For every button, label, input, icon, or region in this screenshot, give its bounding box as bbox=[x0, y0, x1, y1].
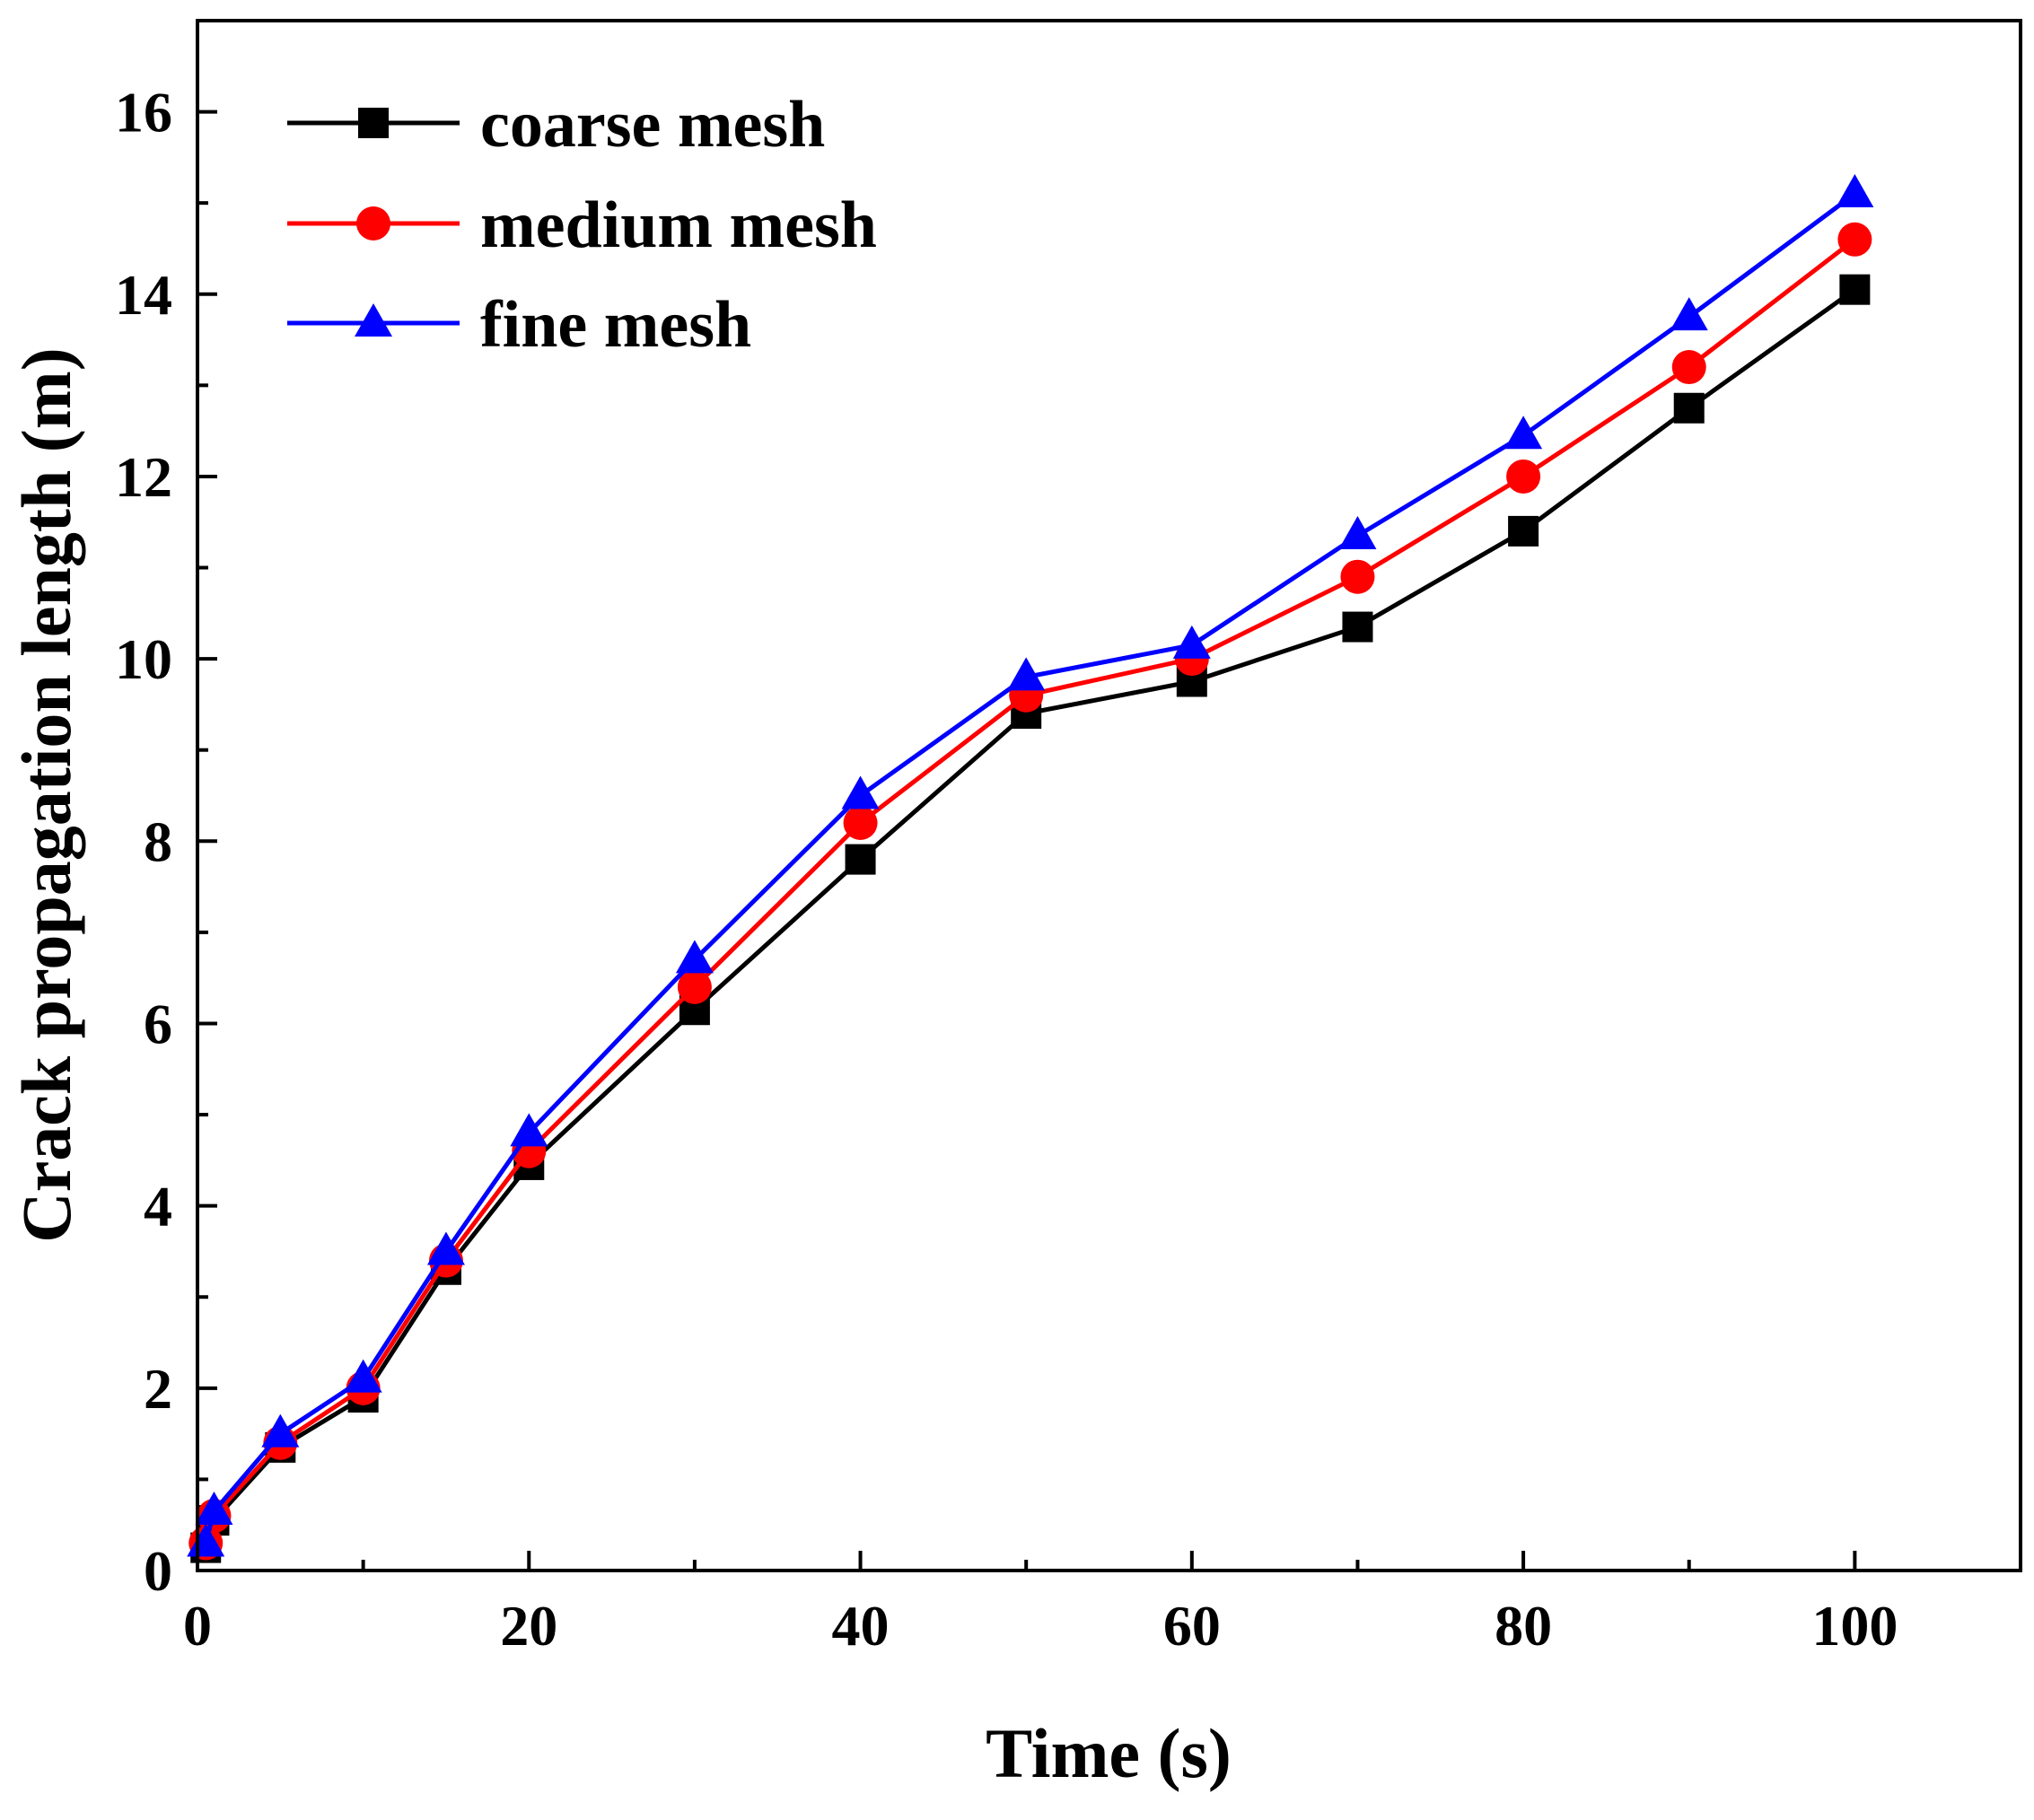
data-point-coarse-mesh bbox=[845, 844, 876, 875]
data-point-fine-mesh bbox=[510, 1113, 548, 1147]
y-tick-label: 10 bbox=[115, 627, 172, 691]
x-tick-label: 0 bbox=[183, 1594, 212, 1658]
legend-label-fine-mesh: fine mesh bbox=[480, 288, 751, 362]
data-point-medium-mesh bbox=[1506, 459, 1541, 494]
legend-marker-medium-mesh bbox=[356, 206, 390, 241]
legend-item-coarse-mesh: coarse mesh bbox=[287, 88, 825, 162]
y-tick-label: 0 bbox=[144, 1539, 172, 1603]
legend-item-medium-mesh: medium mesh bbox=[287, 188, 877, 262]
data-point-fine-mesh bbox=[1338, 515, 1377, 549]
legend: coarse mesh medium mesh fine mesh bbox=[287, 88, 877, 362]
data-point-fine-mesh bbox=[344, 1359, 382, 1393]
y-tick-label: 6 bbox=[144, 992, 172, 1055]
data-point-fine-mesh bbox=[426, 1231, 465, 1265]
series-layer bbox=[187, 174, 1874, 1563]
data-point-coarse-mesh bbox=[1673, 392, 1705, 424]
plot-frame bbox=[196, 19, 2022, 1572]
data-point-fine-mesh bbox=[1836, 174, 1874, 208]
data-point-fine-mesh bbox=[195, 1491, 233, 1525]
legend-marker-fine-mesh bbox=[355, 303, 392, 337]
data-point-fine-mesh bbox=[1172, 625, 1211, 659]
legend-marker-coarse-mesh bbox=[358, 108, 389, 138]
tick-label-layer: 0 20 40 60 80 100 0 2 4 6 8 10 12 14 16 bbox=[115, 81, 1898, 1658]
data-point-medium-mesh bbox=[843, 805, 878, 840]
data-point-coarse-mesh bbox=[1508, 515, 1539, 547]
data-point-medium-mesh bbox=[1671, 350, 1706, 385]
x-tick-label: 40 bbox=[832, 1594, 890, 1658]
y-axis-title: Crack propagation length (m) bbox=[7, 347, 85, 1242]
y-tick-label: 12 bbox=[115, 445, 172, 509]
data-point-fine-mesh bbox=[1007, 657, 1046, 691]
y-tick-label: 2 bbox=[144, 1357, 172, 1421]
data-point-fine-mesh bbox=[841, 775, 880, 809]
series-line-fine-mesh bbox=[203, 192, 1856, 1544]
legend-item-fine-mesh: fine mesh bbox=[287, 288, 751, 362]
data-point-fine-mesh bbox=[1504, 416, 1543, 450]
series-fine-mesh bbox=[187, 174, 1874, 1557]
x-tick-label: 100 bbox=[1811, 1594, 1898, 1658]
x-tick-label: 20 bbox=[500, 1594, 557, 1658]
x-axis-title: Time (s) bbox=[986, 1714, 1232, 1792]
data-point-medium-mesh bbox=[1340, 559, 1375, 594]
data-point-coarse-mesh bbox=[1839, 274, 1871, 305]
y-tick-label: 16 bbox=[115, 81, 172, 144]
data-point-medium-mesh bbox=[677, 969, 712, 1004]
x-tick-label: 60 bbox=[1163, 1594, 1221, 1658]
data-point-fine-mesh bbox=[675, 940, 714, 974]
data-point-fine-mesh bbox=[261, 1413, 300, 1448]
data-point-coarse-mesh bbox=[1342, 611, 1373, 643]
legend-label-coarse-mesh: coarse mesh bbox=[480, 88, 825, 162]
y-tick-label: 4 bbox=[144, 1175, 172, 1238]
data-point-medium-mesh bbox=[1837, 222, 1872, 257]
y-tick-label: 14 bbox=[115, 263, 172, 327]
legend-label-medium-mesh: medium mesh bbox=[480, 188, 877, 262]
x-tick-label: 80 bbox=[1495, 1594, 1552, 1658]
y-tick-label: 8 bbox=[144, 809, 172, 873]
data-point-fine-mesh bbox=[1670, 297, 1708, 331]
